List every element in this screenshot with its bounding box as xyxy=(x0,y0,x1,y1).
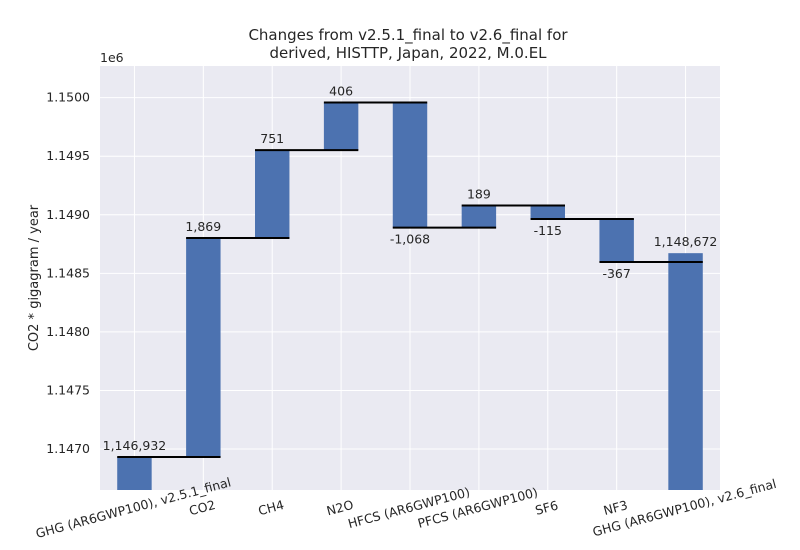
connector-lines xyxy=(117,101,703,458)
bar xyxy=(668,253,703,490)
y-tick-label: 1.1480 xyxy=(46,324,90,339)
y-axis-label: CO2 * gigagram / year xyxy=(27,204,42,351)
data-label: 406 xyxy=(329,84,353,99)
bar xyxy=(117,456,152,490)
data-labels: 1,146,932 1,869 751 406 -1,068 189 -115 -367 1,1… xyxy=(103,84,718,453)
x-tick-label: N2O xyxy=(325,497,355,519)
bar xyxy=(530,205,565,219)
data-label: -1,068 xyxy=(390,232,430,247)
bar xyxy=(599,218,634,262)
data-label: 1,146,932 xyxy=(103,438,167,453)
bar xyxy=(186,238,221,457)
bars xyxy=(117,102,703,490)
data-label: 751 xyxy=(260,131,284,146)
x-tick-label: SF6 xyxy=(534,497,560,517)
y-tick-label: 1.1485 xyxy=(46,265,90,280)
data-label: -115 xyxy=(534,223,562,238)
chart-title-line-2: derived, HISTTP, Japan, 2022, M.0.EL xyxy=(269,44,547,62)
y-tick-label: 1.1490 xyxy=(46,207,90,222)
y-tick-label: 1.1495 xyxy=(46,148,90,163)
chart-title-line-1: Changes from v2.5.1_final to v2.6_final … xyxy=(248,26,568,45)
y-tick-label: 1.1470 xyxy=(46,441,90,456)
x-tick-label: NF3 xyxy=(602,497,630,518)
bar xyxy=(323,102,359,151)
y-offset-label: 1e6 xyxy=(100,50,124,65)
bar xyxy=(255,150,290,239)
data-label: 1,148,672 xyxy=(654,234,718,249)
bar xyxy=(392,102,428,228)
data-label: 189 xyxy=(467,186,491,201)
x-tick-label: CH4 xyxy=(257,497,286,518)
y-tick-labels: 1.1470 1.1475 1.1480 1.1485 1.1490 1.1495 1.15… xyxy=(46,90,90,456)
data-label: -367 xyxy=(602,266,630,281)
x-tick-label: CO2 xyxy=(187,497,217,518)
y-tick-label: 1.1500 xyxy=(46,90,90,105)
bar xyxy=(461,205,497,228)
y-tick-label: 1.1475 xyxy=(46,382,90,397)
data-label: 1,869 xyxy=(185,219,221,234)
